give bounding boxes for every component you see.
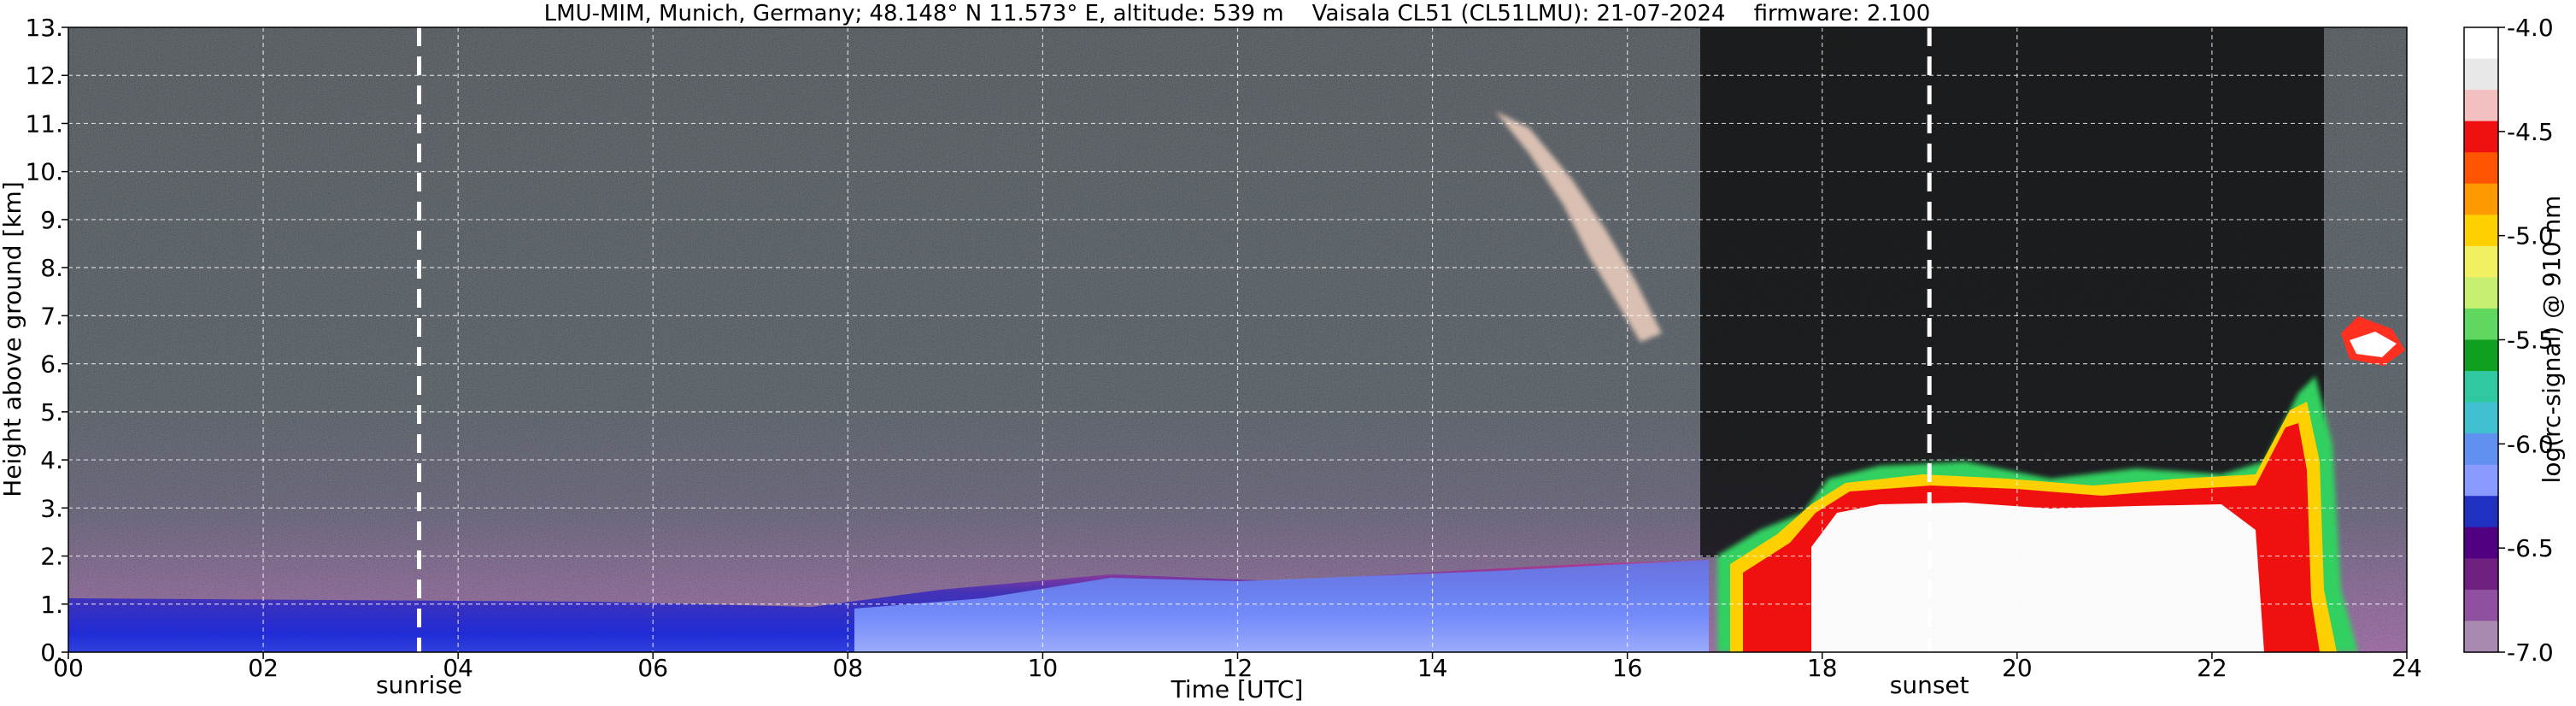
- colorbar-segment: [2464, 558, 2498, 591]
- y-tick-label: 10.: [25, 158, 63, 186]
- y-tick-label: 11.: [25, 109, 63, 138]
- colorbar-segment: [2464, 90, 2498, 122]
- colorbar-segment: [2464, 402, 2498, 434]
- y-tick-label: 4.: [40, 446, 63, 474]
- colorbar: -4.0 -4.5 -5.0 -5.5 -6.0 -6.5 -7.0: [2463, 14, 2554, 667]
- colorbar-tick-label: -5.5: [2507, 327, 2554, 355]
- y-tick-label: 12.: [25, 62, 63, 90]
- y-axis-label: Height above ground [km]: [0, 181, 26, 497]
- colorbar-segment: [2464, 58, 2498, 91]
- colorbar-tick-label: -7.0: [2507, 638, 2554, 667]
- colorbar-segment: [2464, 245, 2498, 278]
- marker-label-sunset: sunset: [1890, 671, 1969, 699]
- chart-title: LMU-MIM, Munich, Germany; 48.148° N 11.5…: [544, 1, 1931, 26]
- grid: [68, 27, 2407, 652]
- colorbar-label: log(rc-signal) @ 910 nm: [2538, 196, 2566, 484]
- colorbar-segment: [2464, 277, 2498, 309]
- cloud-layer-core: [1811, 503, 2264, 652]
- colorbar-segment: [2464, 121, 2498, 153]
- colorbar-segment: [2464, 308, 2498, 341]
- colorbar-tick-label: -4.5: [2507, 118, 2554, 146]
- x-tick-label: 16: [1612, 654, 1643, 682]
- x-tick-label: 10: [1028, 654, 1059, 682]
- y-tick-label: 0.: [40, 638, 63, 667]
- colorbar-tick-label: -5.0: [2507, 222, 2554, 250]
- colorbar-segment: [2464, 496, 2498, 528]
- y-tick-label: 2.: [40, 543, 63, 571]
- colorbar-tick-label: -6.0: [2507, 430, 2554, 458]
- colorbar-segment: [2464, 589, 2498, 622]
- colorbar-segment: [2464, 433, 2498, 466]
- x-tick-label: 06: [637, 654, 668, 682]
- colorbar-tick-label: -4.0: [2507, 14, 2554, 42]
- colorbar-tick-label: -6.5: [2507, 534, 2554, 562]
- colorbar-segment: [2464, 27, 2498, 60]
- colorbar-segment: [2464, 339, 2498, 372]
- x-tick-label: 00: [53, 654, 84, 682]
- x-tick-label: 24: [2391, 654, 2422, 682]
- elevated-cloud-core: [2350, 332, 2397, 357]
- y-tick-label: 8.: [40, 254, 63, 282]
- event-markers: sunrise sunset: [376, 27, 1969, 699]
- x-tick-label: 18: [1807, 654, 1838, 682]
- colorbar-segment: [2464, 152, 2498, 185]
- colorbar-segment: [2464, 464, 2498, 497]
- colorbar-segment: [2464, 621, 2498, 653]
- x-tick-label: 12: [1223, 654, 1253, 682]
- cirrus-streak: [1495, 111, 1662, 342]
- x-tick-label: 20: [2002, 654, 2033, 682]
- y-tick-label: 6.: [40, 350, 63, 379]
- x-tick-label: 04: [443, 654, 473, 682]
- x-tick-label: 02: [248, 654, 279, 682]
- x-tick-label: 22: [2197, 654, 2227, 682]
- y-axis: 0. 1. 2. 3. 4. 5. 6. 7. 8. 9. 10. 11. 12. 13.: [25, 14, 68, 667]
- y-tick-label: 5.: [40, 398, 63, 427]
- y-tick-label: 9.: [40, 206, 63, 234]
- night-clear-region: [1700, 27, 2324, 557]
- x-axis: 00 02 04 06 08 10 12 14 16 18 20 22 24: [53, 652, 2422, 682]
- y-tick-label: 3.: [40, 494, 63, 522]
- marker-label-sunrise: sunrise: [376, 671, 462, 699]
- y-tick-label: 1.: [40, 591, 63, 619]
- x-axis-label: Time [UTC]: [1171, 675, 1304, 703]
- y-tick-label: 13.: [25, 14, 63, 42]
- x-tick-label: 14: [1417, 654, 1448, 682]
- colorbar-segment: [2464, 371, 2498, 403]
- colorbar-segment: [2464, 215, 2498, 247]
- boundary-layer-day: [854, 560, 1709, 652]
- colorbar-segment: [2464, 183, 2498, 215]
- y-tick-label: 7.: [40, 302, 63, 330]
- colorbar-segment: [2464, 527, 2498, 559]
- x-tick-label: 08: [833, 654, 864, 682]
